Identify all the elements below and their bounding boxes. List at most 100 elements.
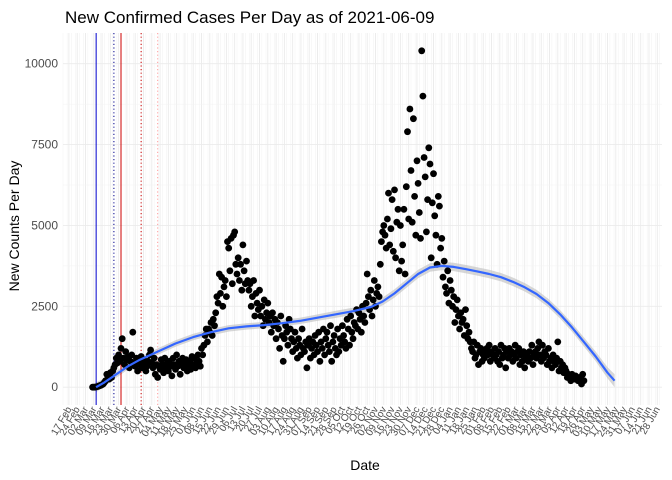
data-point (272, 335, 280, 343)
data-point (521, 364, 529, 372)
data-point (211, 322, 218, 330)
data-point (420, 154, 428, 161)
smooth-line-layer (95, 264, 616, 389)
data-point (275, 325, 282, 333)
data-point (430, 170, 437, 178)
data-point (442, 283, 449, 291)
data-point (225, 244, 233, 252)
data-point (236, 277, 243, 284)
data-point (417, 235, 424, 242)
data-point (303, 364, 311, 372)
data-point (392, 254, 399, 262)
data-point (423, 228, 430, 236)
data-point (361, 319, 369, 326)
data-point (348, 328, 356, 336)
data-point (443, 290, 450, 297)
data-point (217, 290, 224, 297)
data-point (385, 189, 392, 197)
data-point (328, 357, 336, 365)
data-point (295, 335, 302, 343)
data-point (545, 345, 552, 352)
data-point (456, 325, 463, 333)
chart-title: New Confirmed Cases Per Day as of 2021-0… (65, 8, 434, 27)
data-point (400, 205, 408, 213)
data-point (173, 351, 181, 359)
data-point (334, 325, 341, 333)
data-point (374, 283, 382, 291)
data-point (376, 260, 384, 268)
data-point (347, 312, 355, 320)
data-point (129, 328, 137, 336)
data-point (312, 341, 320, 349)
data-point (340, 332, 347, 339)
data-point (425, 144, 433, 152)
data-point (411, 193, 418, 200)
data-point (426, 160, 434, 168)
data-point (231, 228, 239, 236)
data-point (365, 293, 372, 300)
data-point (335, 348, 343, 355)
data-point (453, 296, 461, 304)
data-point (238, 286, 246, 294)
data-point (284, 341, 292, 349)
data-point (239, 241, 247, 249)
data-point (240, 267, 248, 275)
data-point (150, 354, 158, 362)
data-point (386, 241, 394, 249)
data-point (496, 361, 504, 368)
data-point (404, 128, 411, 136)
y-tick-label: 7500 (31, 138, 58, 152)
data-point (329, 338, 337, 346)
data-point (438, 235, 446, 242)
data-point (269, 309, 276, 317)
data-point (226, 267, 234, 275)
data-point (209, 315, 217, 323)
data-point (212, 309, 220, 317)
data-point (413, 157, 421, 165)
data-point (339, 322, 346, 330)
data-point (256, 286, 263, 294)
data-point (204, 338, 211, 346)
data-point (247, 302, 255, 310)
data-point (279, 357, 287, 365)
data-point (199, 351, 207, 359)
data-point (439, 273, 447, 281)
data-point (434, 193, 442, 200)
data-point (196, 362, 204, 370)
data-point (398, 257, 405, 265)
y-tick-labels: 0 2500 5000 7500 10000 (25, 57, 59, 394)
data-point (452, 306, 460, 313)
data-point (552, 361, 559, 368)
data-point (363, 270, 371, 278)
data-point (528, 341, 536, 349)
data-point (399, 241, 407, 249)
data-point (389, 247, 397, 255)
data-point (462, 306, 469, 313)
data-point (322, 335, 330, 343)
data-point (415, 209, 423, 216)
data-point (451, 319, 459, 326)
data-point (147, 346, 155, 354)
data-point (444, 267, 452, 275)
data-point (394, 205, 402, 213)
data-point (220, 283, 228, 291)
data-point (301, 348, 308, 355)
data-point (427, 254, 435, 262)
data-point (378, 238, 385, 246)
data-point (253, 299, 261, 307)
smooth-trend-line (95, 264, 616, 389)
data-point (421, 173, 429, 181)
y-tick-label: 5000 (31, 218, 58, 232)
data-point (232, 260, 240, 268)
data-point (357, 328, 365, 336)
data-point (219, 302, 227, 310)
data-point (228, 280, 236, 288)
data-point (276, 345, 283, 352)
data-point (245, 286, 253, 294)
data-point (367, 286, 375, 294)
data-point (391, 186, 398, 194)
data-point (414, 180, 422, 187)
data-point (384, 215, 391, 223)
data-point (346, 341, 353, 349)
